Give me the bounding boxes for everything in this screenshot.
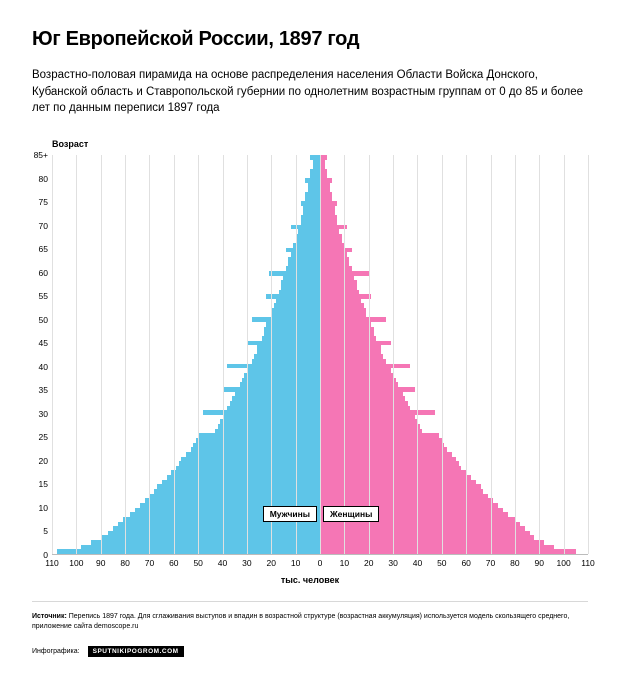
subtitle: Возрастно-половая пирамида на основе рас… bbox=[32, 67, 588, 117]
grid-line bbox=[247, 155, 248, 554]
grid-line bbox=[588, 155, 589, 554]
y-tick: 70 bbox=[39, 221, 48, 231]
grid-line bbox=[149, 155, 150, 554]
y-tick: 80 bbox=[39, 174, 48, 184]
y-axis-label: Возраст bbox=[52, 139, 588, 149]
y-tick: 25 bbox=[39, 432, 48, 442]
y-tick: 85+ bbox=[34, 150, 48, 160]
x-tick: 20 bbox=[267, 558, 276, 568]
grid-line bbox=[271, 155, 272, 554]
grid-line bbox=[515, 155, 516, 554]
y-tick: 75 bbox=[39, 197, 48, 207]
credit-row: Инфографика: SPUTNIKIPOGROM.COM bbox=[32, 646, 588, 657]
source-text: Перепись 1897 года. Для сглаживания выст… bbox=[32, 613, 569, 630]
grid-line bbox=[198, 155, 199, 554]
y-tick: 15 bbox=[39, 479, 48, 489]
x-tick: 60 bbox=[461, 558, 470, 568]
x-tick: 10 bbox=[291, 558, 300, 568]
source-line: Источник: Перепись 1897 года. Для сглажи… bbox=[32, 612, 588, 632]
y-tick: 50 bbox=[39, 315, 48, 325]
x-tick: 30 bbox=[388, 558, 397, 568]
x-tick: 0 bbox=[318, 558, 323, 568]
y-tick: 30 bbox=[39, 409, 48, 419]
credit-badge: SPUTNIKIPOGROM.COM bbox=[88, 646, 184, 657]
x-tick: 60 bbox=[169, 558, 178, 568]
grid-line bbox=[76, 155, 77, 554]
legend-male: Мужчины bbox=[263, 506, 317, 522]
y-tick: 40 bbox=[39, 362, 48, 372]
female-bar bbox=[320, 549, 576, 554]
grid-line bbox=[296, 155, 297, 554]
divider bbox=[32, 601, 588, 602]
pyramid-chart: 0510152025303540455055606570758085+ Мужч… bbox=[32, 155, 588, 555]
grid-line bbox=[223, 155, 224, 554]
x-tick: 50 bbox=[193, 558, 202, 568]
y-tick: 60 bbox=[39, 268, 48, 278]
grid-line bbox=[125, 155, 126, 554]
grid-line bbox=[101, 155, 102, 554]
x-axis-label: тыс. человек bbox=[32, 575, 588, 585]
x-tick: 80 bbox=[120, 558, 129, 568]
male-bar bbox=[57, 549, 320, 554]
x-tick: 90 bbox=[96, 558, 105, 568]
grid-line bbox=[539, 155, 540, 554]
x-tick: 70 bbox=[145, 558, 154, 568]
y-tick: 20 bbox=[39, 456, 48, 466]
y-tick: 65 bbox=[39, 244, 48, 254]
x-tick: 30 bbox=[242, 558, 251, 568]
y-axis: 0510152025303540455055606570758085+ bbox=[32, 155, 52, 555]
x-tick: 80 bbox=[510, 558, 519, 568]
x-tick: 70 bbox=[486, 558, 495, 568]
grid-line bbox=[52, 155, 53, 554]
grid-line bbox=[491, 155, 492, 554]
plot-area: Мужчины Женщины bbox=[52, 155, 588, 555]
x-tick: 40 bbox=[413, 558, 422, 568]
legend-female: Женщины bbox=[323, 506, 379, 522]
y-tick: 45 bbox=[39, 338, 48, 348]
x-tick: 40 bbox=[218, 558, 227, 568]
page-title: Юг Европейской России, 1897 год bbox=[32, 28, 588, 51]
infographic-root: Юг Европейской России, 1897 год Возрастн… bbox=[0, 0, 620, 675]
grid-line bbox=[564, 155, 565, 554]
grid-line bbox=[466, 155, 467, 554]
grid-line bbox=[442, 155, 443, 554]
x-tick: 110 bbox=[581, 558, 595, 568]
x-tick: 110 bbox=[45, 558, 59, 568]
grid-line bbox=[417, 155, 418, 554]
grid-line bbox=[174, 155, 175, 554]
center-line bbox=[320, 155, 321, 554]
x-axis: 1101009080706050403020100102030405060708… bbox=[52, 555, 588, 569]
grid-line bbox=[344, 155, 345, 554]
x-tick: 50 bbox=[437, 558, 446, 568]
y-tick: 5 bbox=[43, 526, 48, 536]
female-bars bbox=[320, 155, 588, 554]
x-tick: 100 bbox=[69, 558, 83, 568]
grid-line bbox=[369, 155, 370, 554]
y-tick: 35 bbox=[39, 385, 48, 395]
x-tick: 20 bbox=[364, 558, 373, 568]
x-tick: 100 bbox=[557, 558, 571, 568]
grid-line bbox=[393, 155, 394, 554]
x-tick: 10 bbox=[340, 558, 349, 568]
credit-label: Инфографика: bbox=[32, 648, 80, 655]
y-tick: 10 bbox=[39, 503, 48, 513]
y-tick: 55 bbox=[39, 291, 48, 301]
x-tick: 90 bbox=[535, 558, 544, 568]
source-label: Источник: bbox=[32, 613, 67, 620]
male-bars bbox=[52, 155, 320, 554]
